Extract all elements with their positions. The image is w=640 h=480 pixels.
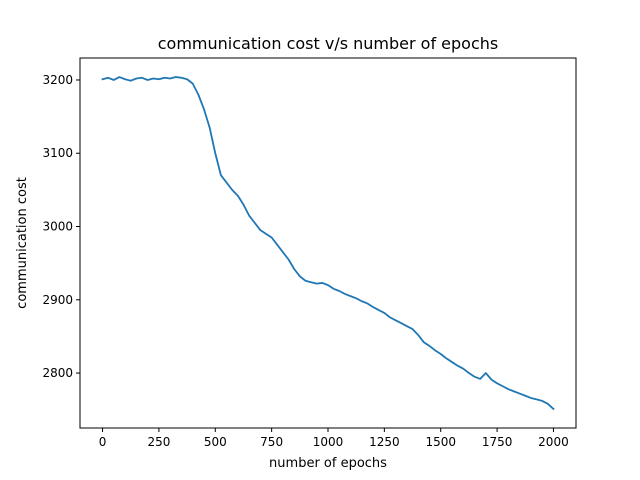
y-axis-ticks: 2800 2900 3000 3100 3200 [42, 73, 80, 380]
x-tick-label: 1000 [313, 435, 344, 449]
x-tick-label: 750 [260, 435, 283, 449]
plot-area [101, 76, 555, 411]
y-tick-label: 3100 [42, 146, 73, 160]
x-axis-ticks: 0 250 500 750 1000 1250 1500 1750 2000 [99, 428, 569, 449]
y-tick-label: 3000 [42, 220, 73, 234]
x-tick-label: 0 [99, 435, 107, 449]
x-tick-label: 250 [147, 435, 170, 449]
y-tick-label: 2900 [42, 293, 73, 307]
series-line-communication-cost [101, 76, 555, 411]
y-axis-label: communication cost [15, 177, 30, 309]
y-tick-label: 3200 [42, 73, 73, 87]
x-tick-label: 1750 [482, 435, 513, 449]
chart-title: communication cost v/s number of epochs [158, 34, 498, 53]
x-tick-label: 2000 [538, 435, 569, 449]
x-tick-label: 1250 [369, 435, 400, 449]
x-axis-label: number of epochs [269, 456, 387, 471]
y-tick-label: 2800 [42, 366, 73, 380]
x-tick-label: 1500 [425, 435, 456, 449]
x-tick-label: 500 [204, 435, 227, 449]
